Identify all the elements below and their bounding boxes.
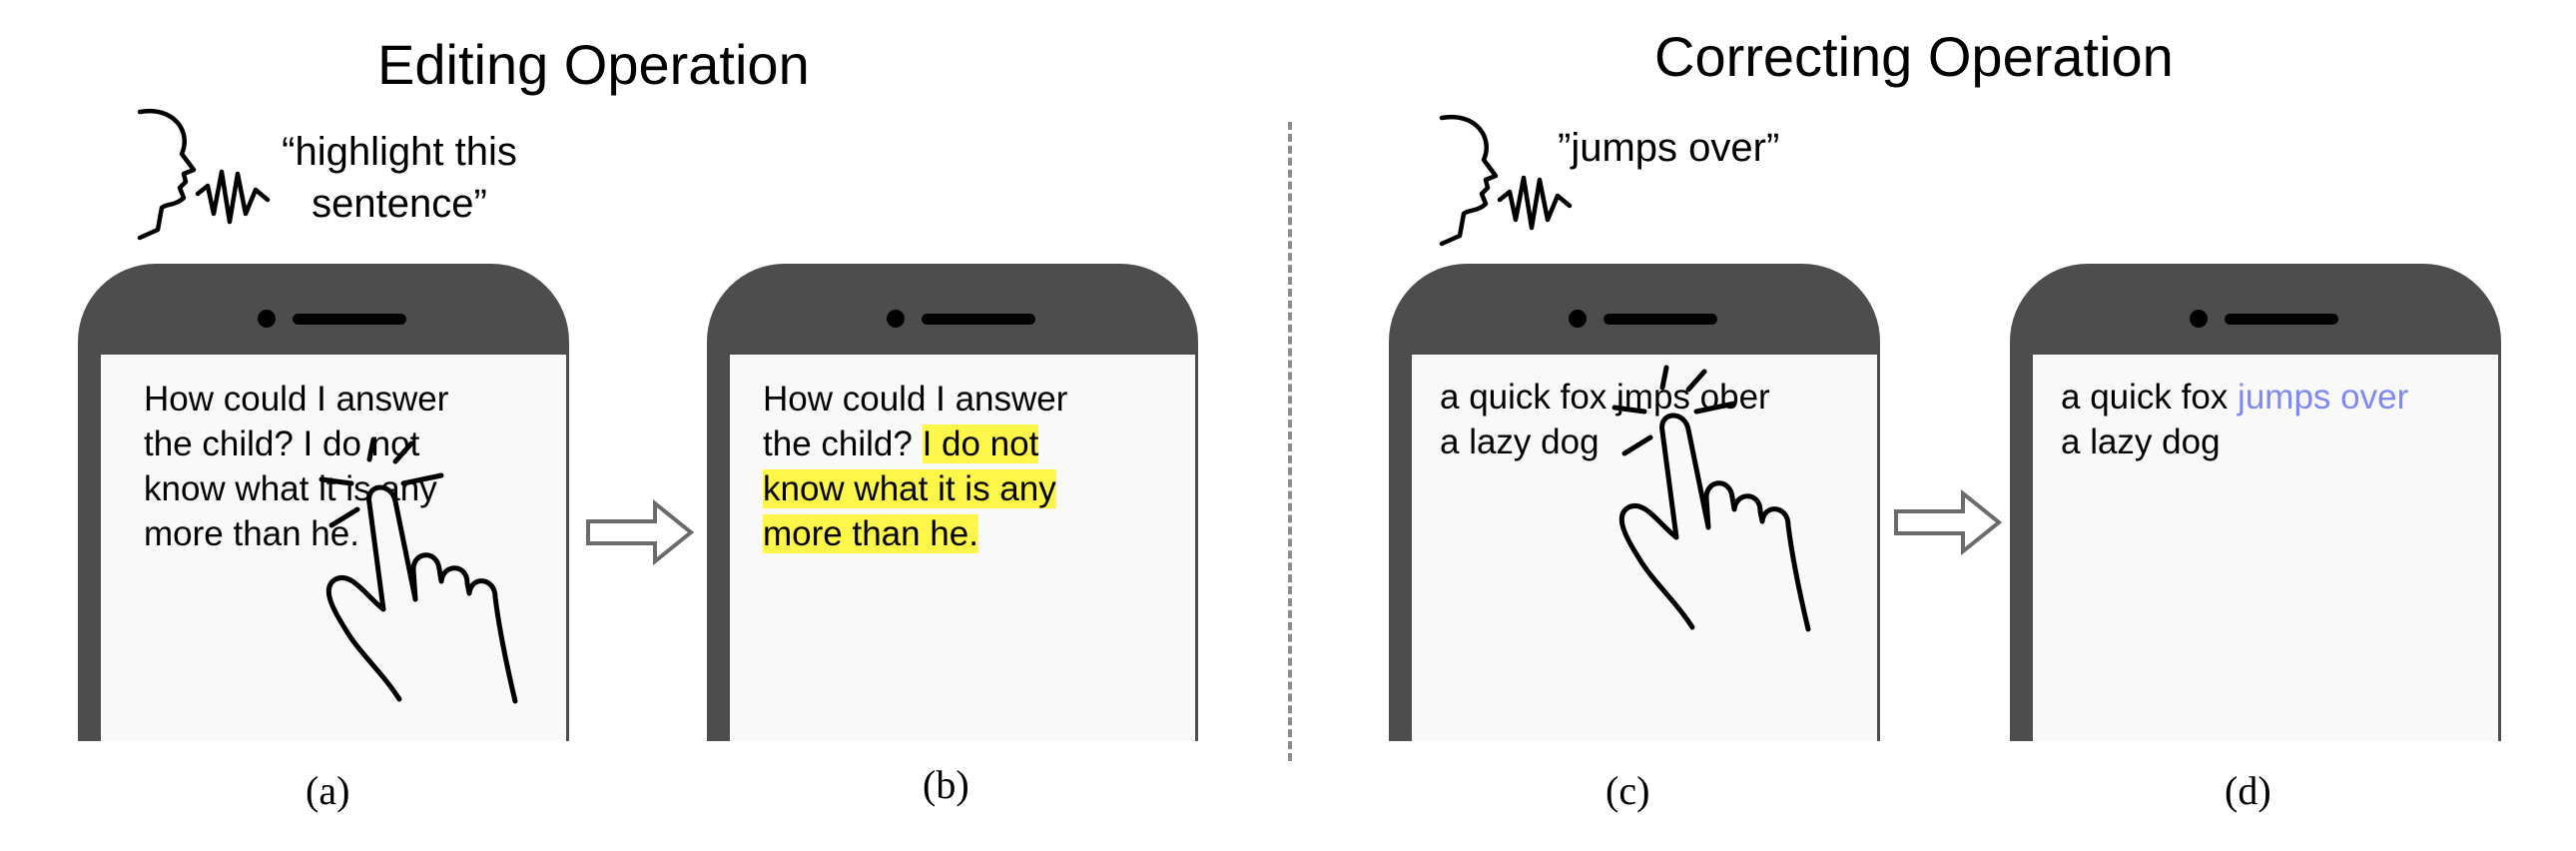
tapping-hand-icon (1611, 365, 1811, 632)
camera-dot (258, 310, 276, 328)
phone-screen: How could I answer the child? I do not k… (730, 355, 1195, 741)
right-arrow-icon (1894, 488, 2003, 556)
text-line: more than he. (763, 511, 1067, 556)
speech-text-left: “highlight this sentence” (270, 126, 529, 230)
text-line: How could I answer (144, 380, 449, 419)
correcting-operation-title: Correcting Operation (1654, 25, 2174, 88)
caption-d: (d) (2225, 768, 2271, 813)
phone-b: How could I answer the child? I do not k… (707, 264, 1198, 741)
speaking-head-icon (1439, 114, 1573, 247)
tapping-hand-icon (319, 436, 518, 704)
corrected-text: jumps over (2238, 378, 2409, 417)
camera-dot (2190, 310, 2208, 328)
speaker-slot (922, 314, 1035, 325)
caption-c: (c) (1606, 768, 1650, 813)
speaker-slot (293, 314, 406, 325)
text-line: a lazy dog (2061, 423, 2221, 461)
phone-d: a quick fox jumps over a lazy dog (2010, 264, 2501, 741)
plain-text: a quick fox (2061, 378, 2239, 417)
speaker-slot (1604, 314, 1717, 325)
right-arrow-icon (586, 498, 695, 566)
text-line: a lazy dog (1440, 423, 1600, 461)
editing-operation-title: Editing Operation (377, 33, 810, 96)
text-line: know what it is any (763, 466, 1067, 511)
screen-text: How could I answer the child? I do not k… (763, 377, 1067, 556)
plain-text: the child? (763, 425, 923, 463)
camera-dot (1569, 310, 1587, 328)
text-line: more than he. (144, 514, 359, 553)
screen-text: a quick fox jumps over a lazy dog (2061, 375, 2408, 464)
caption-a: (a) (306, 768, 350, 813)
text-line: the child? I do not (763, 422, 1067, 466)
highlighted-text: more than he. (763, 514, 978, 553)
speech-text-right: ”jumps over” (1558, 126, 1780, 170)
phone-screen: a quick fox jumps over a lazy dog (2033, 355, 2498, 741)
camera-dot (887, 310, 905, 328)
speaking-head-icon (137, 108, 271, 241)
speaker-slot (2225, 314, 2338, 325)
caption-b: (b) (923, 762, 969, 807)
highlighted-text: know what it is any (763, 469, 1056, 508)
speech-line: “highlight this (282, 130, 517, 174)
text-line: How could I answer (763, 380, 1068, 419)
text-line: a quick fox jumps over (2061, 375, 2408, 420)
speech-line: sentence” (312, 182, 487, 226)
highlighted-text: I do not (922, 425, 1039, 463)
section-divider (1288, 122, 1292, 761)
phone-a: How could I answer the child? I do not k… (78, 264, 569, 741)
